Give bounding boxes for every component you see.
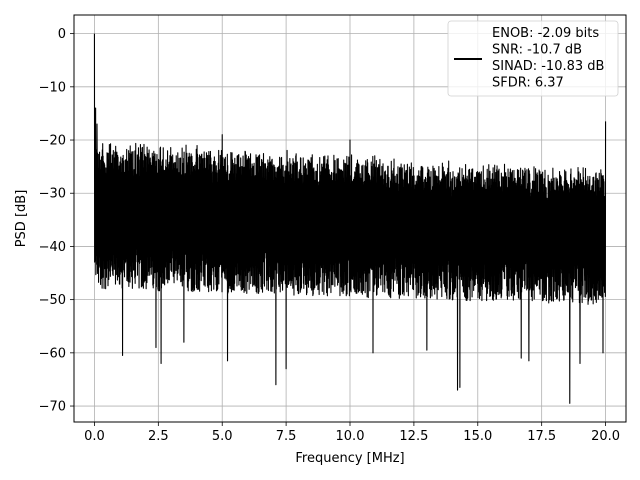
y-tick-label: −30 <box>39 187 66 202</box>
legend-entry: SNR: -10.7 dB <box>492 43 582 58</box>
x-axis-ticks: 0.0 2.5 5.0 7.5 10.0 12.5 15.0 17.5 20.0 <box>84 422 620 444</box>
x-axis-label: Frequency [MHz] <box>295 451 404 466</box>
x-tick-label: 2.5 <box>148 429 169 444</box>
legend-entry: SINAD: -10.83 dB <box>492 59 604 74</box>
x-tick-label: 0.0 <box>84 429 105 444</box>
x-tick-label: 7.5 <box>276 429 297 444</box>
y-tick-label: −60 <box>39 346 66 361</box>
y-tick-label: −20 <box>39 134 66 149</box>
y-tick-label: −50 <box>39 293 66 308</box>
x-tick-label: 17.5 <box>527 429 556 444</box>
x-tick-label: 15.0 <box>463 429 492 444</box>
psd-series <box>93 33 607 404</box>
x-tick-label: 10.0 <box>336 429 365 444</box>
psd-line <box>93 33 607 404</box>
y-tick-label: −40 <box>39 240 66 255</box>
x-tick-label: 12.5 <box>399 429 428 444</box>
y-axis-ticks: 0 −10 −20 −30 −40 −50 −60 −70 <box>39 27 74 415</box>
legend-entry: SFDR: 6.37 <box>492 76 564 91</box>
legend-entry: ENOB: -2.09 bits <box>492 26 599 41</box>
x-tick-label: 5.0 <box>212 429 233 444</box>
y-tick-label: 0 <box>58 27 66 42</box>
y-tick-label: −70 <box>39 400 66 415</box>
legend-box <box>447 20 619 97</box>
y-axis-label: PSD [dB] <box>14 190 29 248</box>
y-tick-label: −10 <box>39 80 66 95</box>
x-tick-label: 20.0 <box>591 429 620 444</box>
